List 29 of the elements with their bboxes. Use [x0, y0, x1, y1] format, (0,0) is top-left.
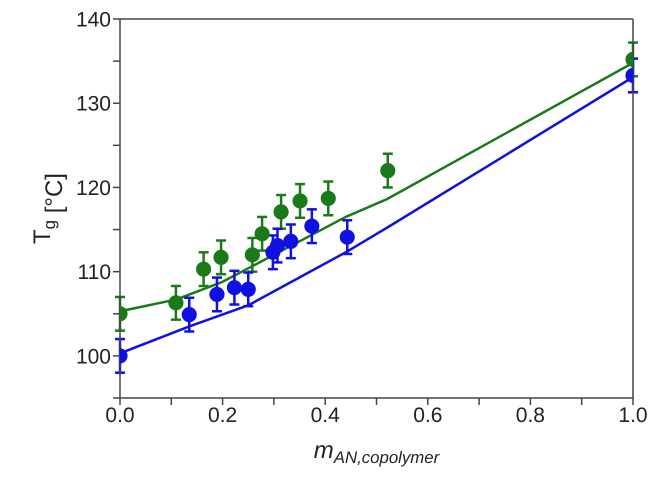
- point: [304, 218, 320, 234]
- y-tick-label: 140: [76, 8, 111, 32]
- y-tick-label: 100: [76, 345, 111, 368]
- y-tick-label: 120: [76, 176, 111, 200]
- point: [168, 295, 184, 310]
- x-tick-label: 1.0: [618, 404, 648, 427]
- point: [196, 262, 212, 277]
- x-axis-title: m$_{AN,copolymer}$: [314, 437, 441, 468]
- point: [213, 250, 229, 265]
- point: [244, 247, 260, 262]
- point: [274, 204, 289, 220]
- point: [254, 226, 270, 242]
- y-tick-label: 130: [76, 92, 111, 116]
- point: [209, 286, 225, 302]
- point: [182, 307, 197, 322]
- x-tick-label: 0.4: [310, 404, 340, 427]
- x-tick-label: 0.8: [516, 404, 545, 427]
- point: [226, 280, 242, 296]
- x-tick-label: 0.0: [105, 404, 135, 427]
- point: [292, 193, 308, 208]
- point: [380, 163, 396, 178]
- point: [283, 234, 298, 249]
- point: [240, 282, 256, 297]
- point: [270, 238, 286, 254]
- y-tick-label: 110: [78, 261, 111, 284]
- x-tick-label: 0.2: [208, 404, 238, 427]
- point: [340, 230, 355, 245]
- point: [320, 190, 336, 206]
- x-tick-label: 0.6: [413, 404, 442, 427]
